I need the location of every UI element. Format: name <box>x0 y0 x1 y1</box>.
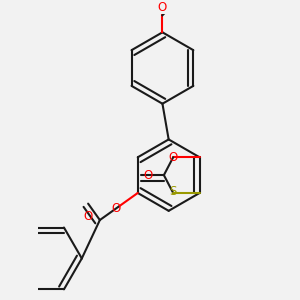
Text: O: O <box>112 202 121 215</box>
Text: O: O <box>83 210 93 223</box>
Text: O: O <box>144 169 153 182</box>
Text: S: S <box>169 185 177 198</box>
Text: O: O <box>169 151 178 164</box>
Text: O: O <box>158 1 167 14</box>
